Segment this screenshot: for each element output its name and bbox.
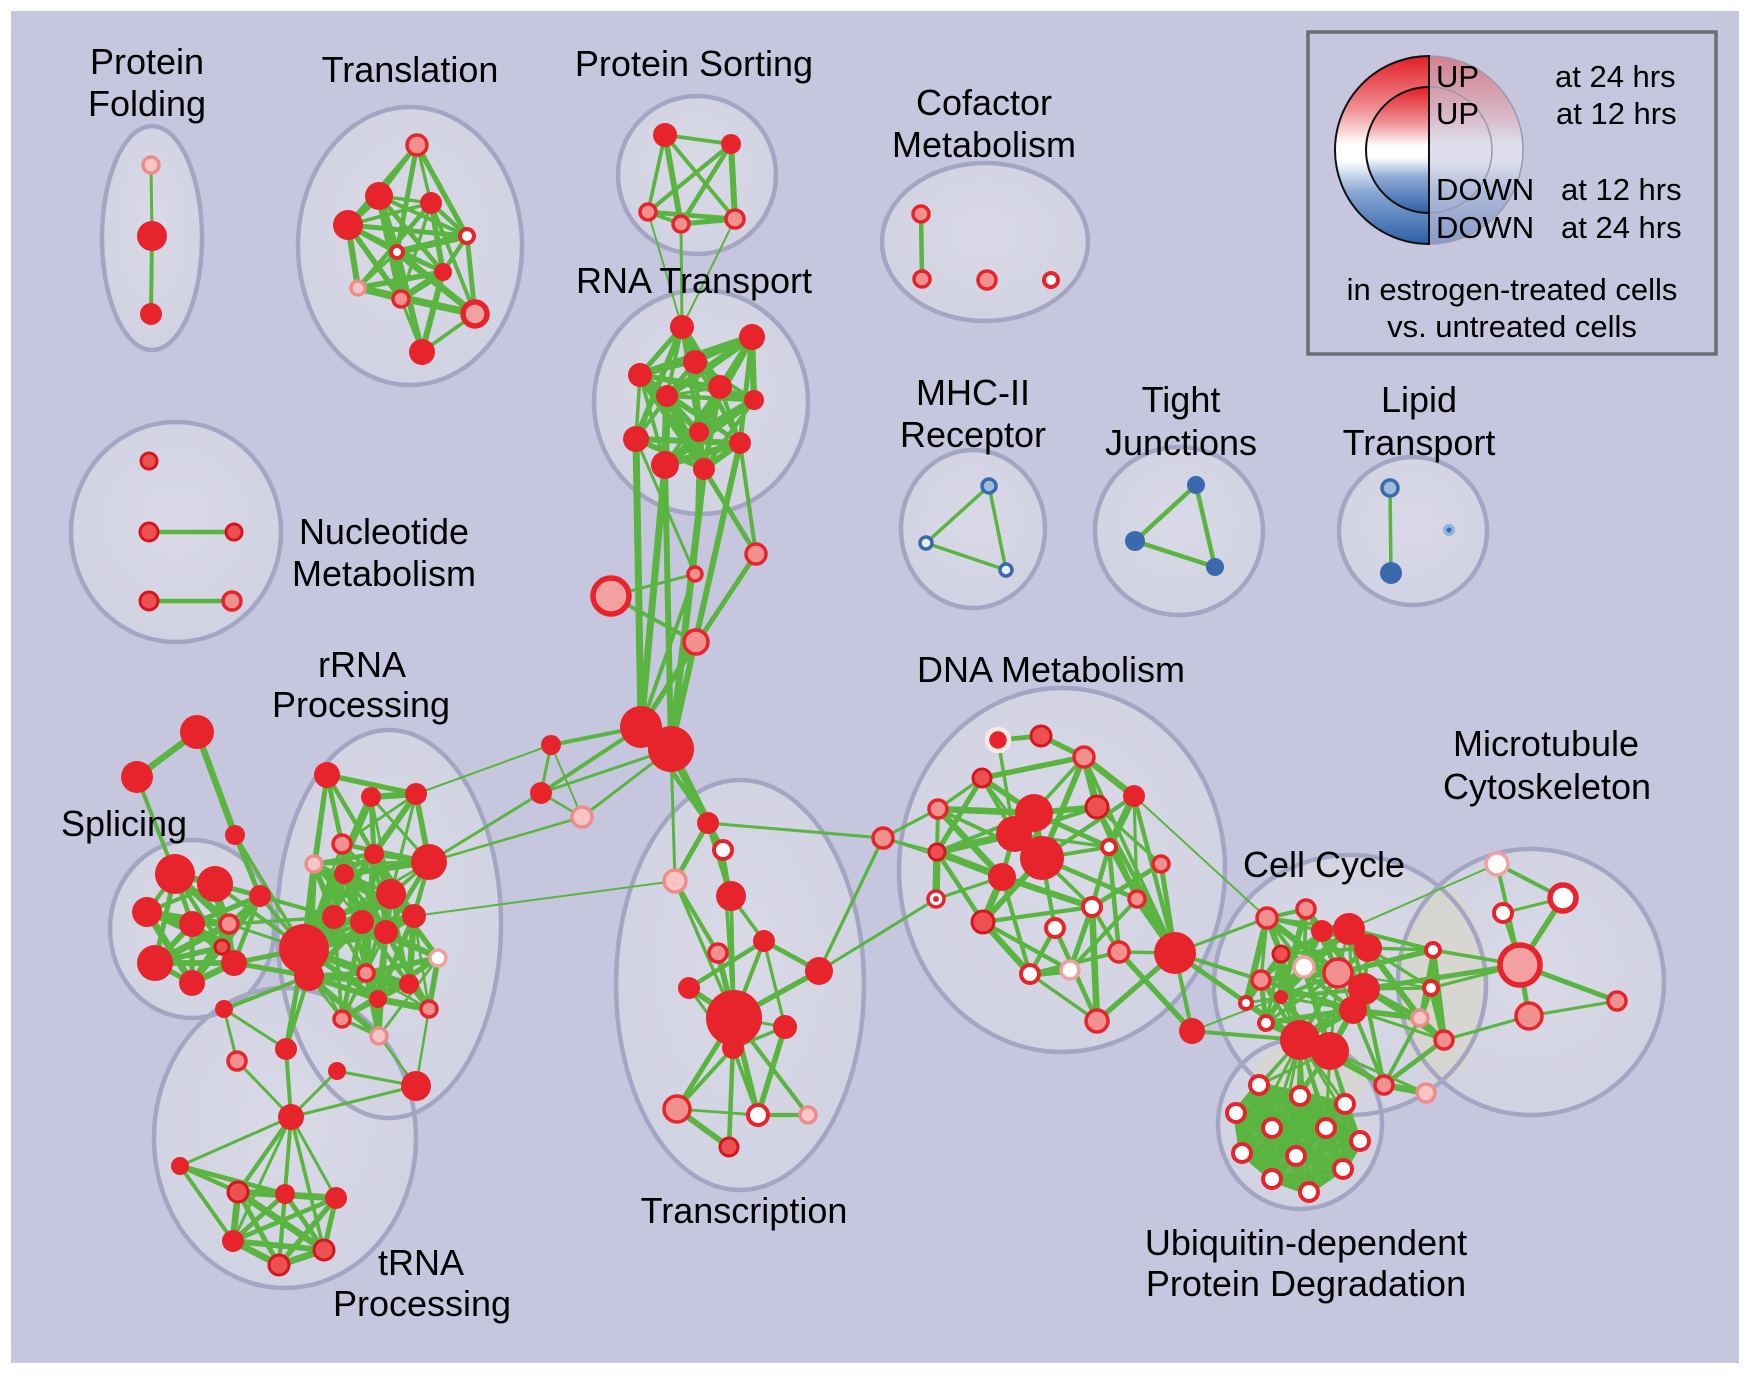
svg-text:RNA Transport: RNA Transport: [576, 260, 812, 301]
svg-text:rRNA: rRNA: [318, 644, 406, 685]
svg-text:Protein: Protein: [90, 41, 204, 82]
svg-text:Microtubule: Microtubule: [1453, 723, 1639, 764]
svg-text:Metabolism: Metabolism: [292, 553, 476, 594]
svg-text:UP: UP: [1436, 59, 1479, 94]
svg-text:Protein Degradation: Protein Degradation: [1146, 1263, 1466, 1304]
svg-text:Receptor: Receptor: [900, 414, 1046, 455]
svg-text:Transport: Transport: [1343, 422, 1496, 463]
svg-text:Nucleotide: Nucleotide: [299, 511, 469, 552]
svg-text:Protein Sorting: Protein Sorting: [575, 43, 813, 84]
svg-text:Transcription: Transcription: [641, 1190, 848, 1231]
svg-text:tRNA: tRNA: [378, 1242, 464, 1283]
svg-text:Processing: Processing: [333, 1283, 511, 1324]
svg-text:Cytoskeleton: Cytoskeleton: [1443, 766, 1651, 807]
svg-text:Translation: Translation: [322, 49, 499, 90]
svg-text:DNA Metabolism: DNA Metabolism: [917, 649, 1185, 690]
svg-text:MHC-II: MHC-II: [916, 372, 1030, 413]
svg-text:UP: UP: [1436, 96, 1479, 131]
svg-text:Processing: Processing: [272, 684, 450, 725]
svg-text:Lipid: Lipid: [1381, 379, 1457, 420]
svg-text:Junctions: Junctions: [1105, 422, 1257, 463]
svg-text:at 24 hrs: at 24 hrs: [1561, 210, 1682, 245]
svg-text:DOWN: DOWN: [1436, 172, 1534, 207]
svg-text:at 12 hrs: at 12 hrs: [1561, 172, 1682, 207]
svg-text:Tight: Tight: [1142, 379, 1221, 420]
svg-text:DOWN: DOWN: [1436, 210, 1534, 245]
svg-text:Splicing: Splicing: [61, 803, 187, 844]
svg-text:vs. untreated cells: vs. untreated cells: [1387, 309, 1637, 344]
svg-text:at 12 hrs: at 12 hrs: [1556, 96, 1677, 131]
svg-text:Folding: Folding: [88, 83, 206, 124]
svg-text:Ubiquitin-dependent: Ubiquitin-dependent: [1145, 1222, 1467, 1263]
svg-text:at 24 hrs: at 24 hrs: [1555, 59, 1676, 94]
svg-text:Cell Cycle: Cell Cycle: [1243, 844, 1405, 885]
svg-text:Cofactor: Cofactor: [916, 82, 1052, 123]
svg-text:Metabolism: Metabolism: [892, 124, 1076, 165]
svg-text:in estrogen-treated cells: in estrogen-treated cells: [1347, 272, 1678, 307]
